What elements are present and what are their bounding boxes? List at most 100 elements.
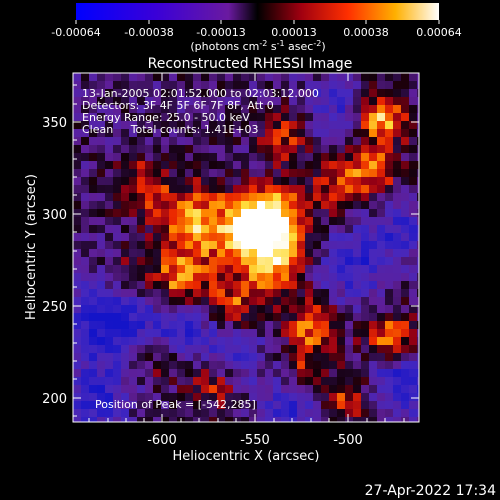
image-pixel [297, 97, 305, 105]
image-pixel [129, 273, 137, 281]
image-pixel [169, 225, 177, 233]
image-pixel [249, 289, 257, 297]
image-pixel [209, 305, 217, 313]
image-pixel [257, 345, 265, 353]
image-pixel [137, 97, 145, 105]
image-pixel [233, 121, 241, 129]
image-pixel [97, 393, 105, 401]
image-pixel [153, 177, 161, 185]
image-pixel [257, 81, 265, 89]
image-pixel [185, 377, 193, 385]
image-pixel [169, 209, 177, 217]
image-pixel [113, 265, 121, 273]
image-pixel [177, 97, 185, 105]
colorbar-ticks [75, 20, 440, 24]
image-pixel [305, 337, 313, 345]
image-pixel [233, 361, 241, 369]
image-pixel [97, 201, 105, 209]
image-pixel [289, 337, 297, 345]
y-tick-label: 200 [42, 392, 67, 407]
image-pixel [201, 153, 209, 161]
colorbar-units: (photons cm-2 s-1 asec-2) [190, 39, 325, 53]
image-pixel [113, 113, 121, 121]
image-pixel [265, 313, 273, 321]
image-pixel [201, 313, 209, 321]
image-pixel [209, 401, 217, 409]
image-pixel [217, 369, 225, 377]
image-pixel [153, 409, 161, 417]
image-pixel [369, 145, 377, 153]
image-pixel [385, 169, 393, 177]
image-pixel [313, 193, 321, 201]
image-pixel [73, 161, 81, 169]
image-pixel [337, 121, 345, 129]
image-pixel [89, 121, 97, 129]
image-pixel [169, 249, 177, 257]
image-pixel [329, 393, 337, 401]
image-pixel [337, 257, 345, 265]
image-pixel [145, 177, 153, 185]
image-pixel [265, 401, 273, 409]
image-pixel [169, 417, 177, 422]
image-pixel [289, 313, 297, 321]
image-pixel [393, 337, 401, 345]
image-pixel [257, 145, 265, 153]
image-pixel [265, 281, 273, 289]
image-pixel [153, 393, 161, 401]
image-pixel [369, 345, 377, 353]
image-pixel [185, 321, 193, 329]
image-pixel [409, 185, 417, 193]
image-pixel [145, 105, 153, 113]
image-pixel [185, 169, 193, 177]
image-pixel [201, 121, 209, 129]
image-pixel [345, 369, 353, 377]
image-pixel [177, 329, 185, 337]
image-pixel [145, 225, 153, 233]
image-pixel [121, 161, 129, 169]
image-pixel [113, 105, 121, 113]
image-pixel [177, 273, 185, 281]
image-pixel [97, 345, 105, 353]
image-pixel [97, 321, 105, 329]
image-pixel [161, 361, 169, 369]
image-pixel [169, 369, 177, 377]
image-pixel [185, 305, 193, 313]
image-pixel [145, 201, 153, 209]
image-pixel [217, 225, 225, 233]
image-pixel [153, 401, 161, 409]
image-pixel [401, 145, 409, 153]
image-pixel [361, 353, 369, 361]
image-pixel [385, 113, 393, 121]
image-pixel [369, 137, 377, 145]
image-pixel [377, 145, 385, 153]
image-pixel [233, 281, 241, 289]
image-pixel [321, 153, 329, 161]
image-pixel [297, 257, 305, 265]
image-pixel [401, 169, 409, 177]
image-pixel [201, 353, 209, 361]
image-pixel [249, 105, 257, 113]
image-pixel [225, 73, 233, 81]
image-pixel [169, 377, 177, 385]
image-pixel [169, 169, 177, 177]
image-pixel [129, 313, 137, 321]
image-pixel [153, 345, 161, 353]
image-pixel [305, 321, 313, 329]
image-pixel [281, 305, 289, 313]
image-pixel [321, 105, 329, 113]
image-pixel [137, 105, 145, 113]
image-pixel [265, 129, 273, 137]
image-pixel [225, 97, 233, 105]
image-pixel [305, 145, 313, 153]
image-pixel [385, 377, 393, 385]
image-pixel [377, 321, 385, 329]
image-pixel [81, 209, 89, 217]
image-pixel [417, 345, 419, 353]
image-pixel [161, 177, 169, 185]
image-pixel [81, 337, 89, 345]
image-pixel [209, 105, 217, 113]
image-pixel [401, 249, 409, 257]
image-pixel [369, 177, 377, 185]
image-pixel [145, 345, 153, 353]
image-pixel [209, 217, 217, 225]
